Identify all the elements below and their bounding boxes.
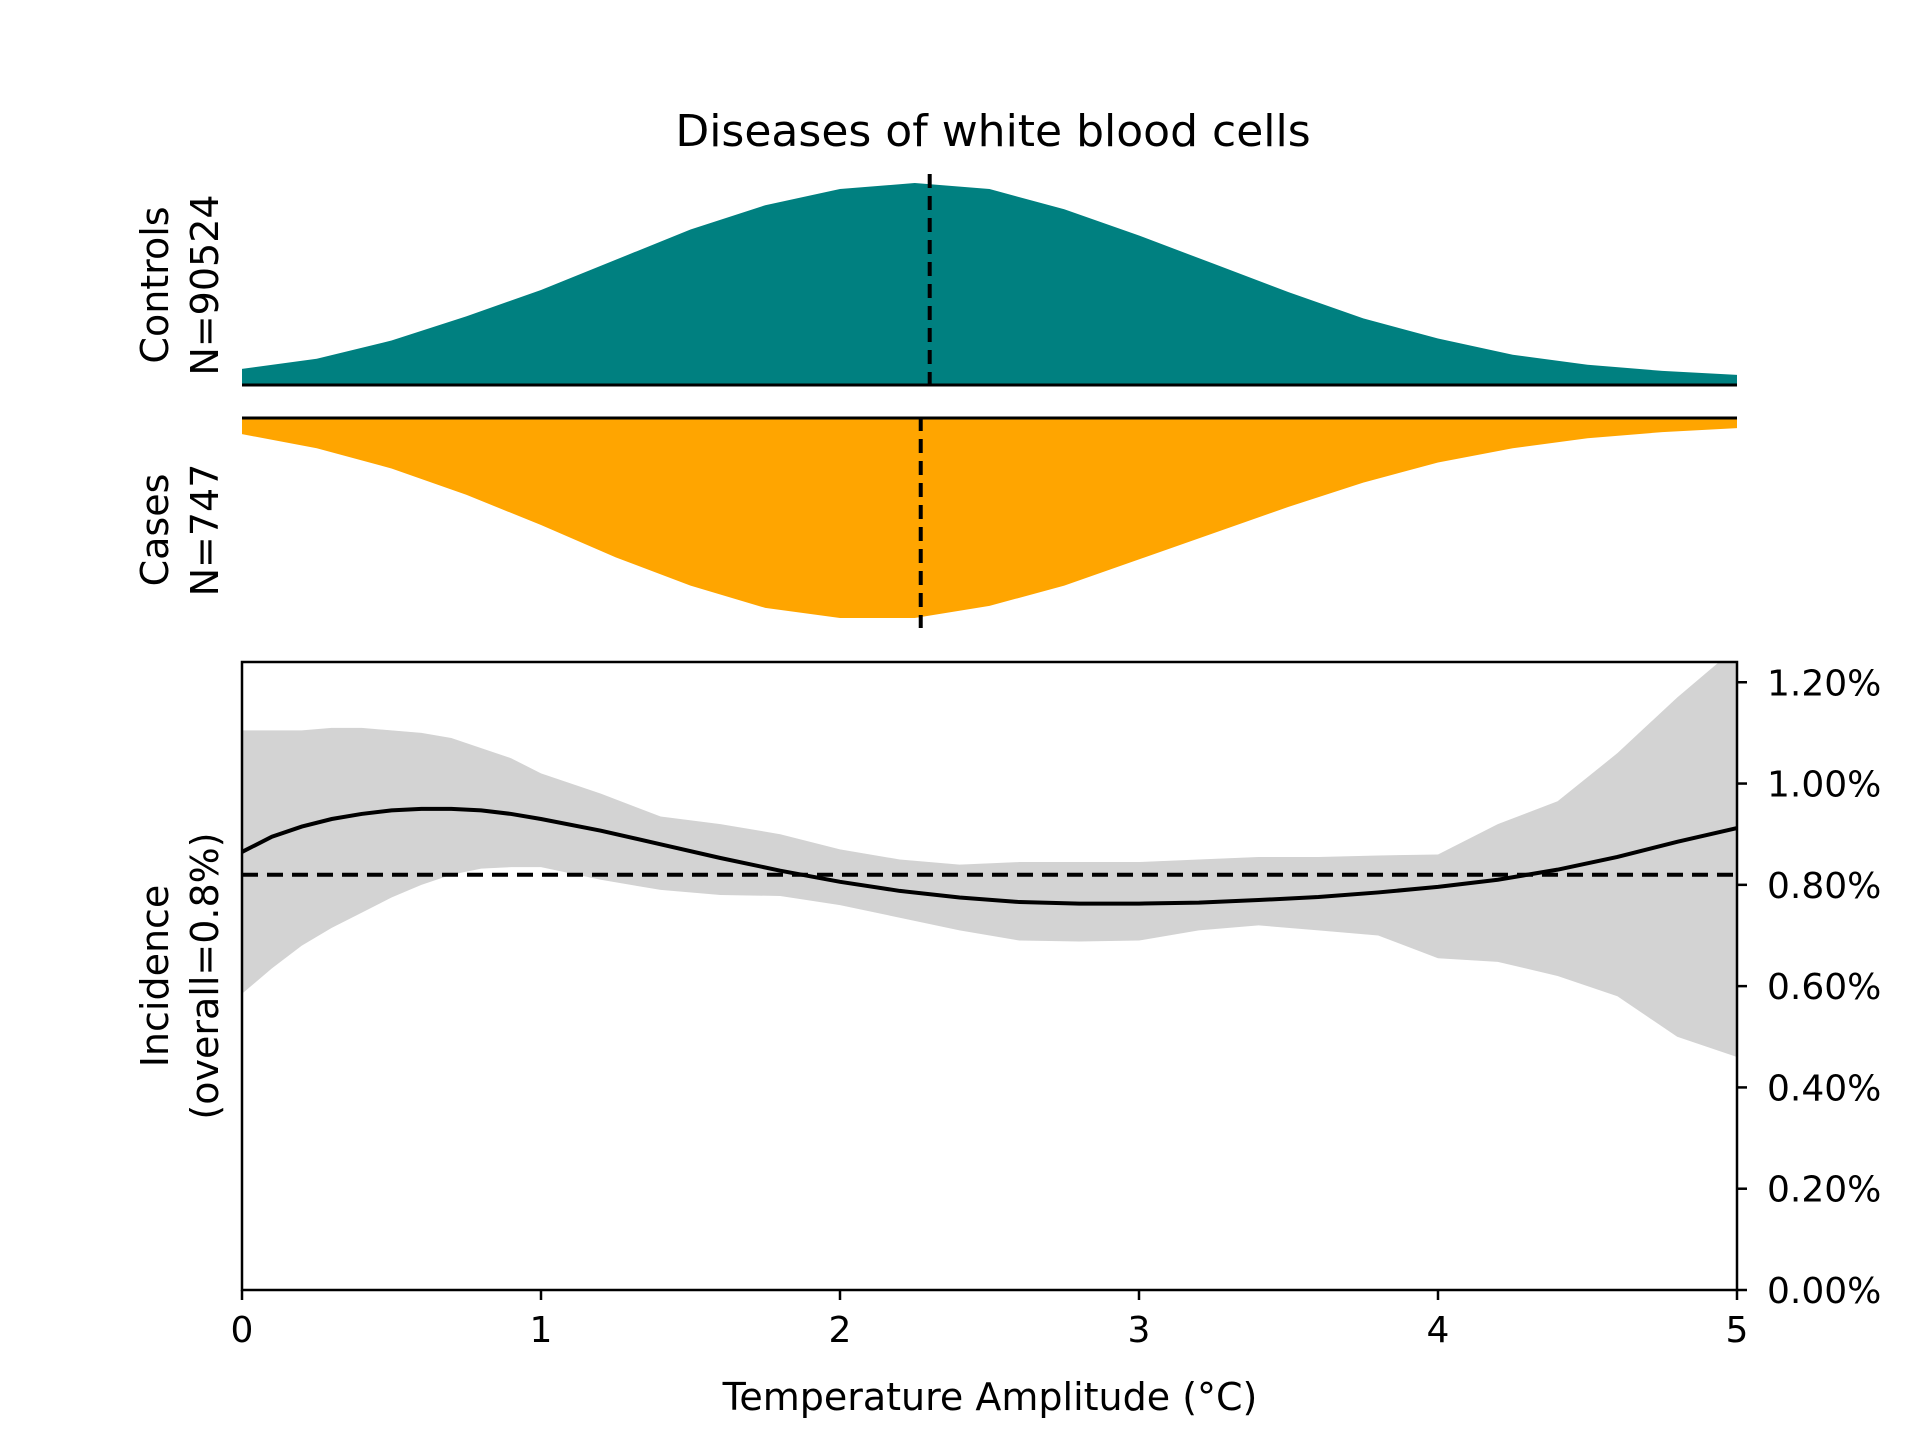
cases-label: Cases bbox=[133, 474, 177, 587]
incidence-panel: 0 1 2 3 4 5 0.00% 0.20% 0.40% 0.60% 0.80% 1.00% 1.2… bbox=[133, 660, 1881, 1419]
y-tick-label: 0.40% bbox=[1767, 1068, 1881, 1109]
y-tick-label: 0.60% bbox=[1767, 967, 1881, 1008]
confidence-band bbox=[242, 662, 1737, 1058]
cases-count-label: N=747 bbox=[183, 464, 227, 597]
incidence-curve bbox=[242, 806, 1737, 906]
controls-count-label: N=90524 bbox=[183, 194, 227, 375]
y-tick-label: 0.80% bbox=[1767, 866, 1881, 907]
y-axis-right: 0.00% 0.20% 0.40% 0.60% 0.80% 1.00% 1.20% bbox=[1737, 663, 1881, 1312]
cases-density-area bbox=[242, 418, 1737, 618]
controls-density-area bbox=[242, 183, 1737, 385]
controls-label: Controls bbox=[133, 206, 177, 363]
x-tick-label: 4 bbox=[1427, 1310, 1450, 1351]
cases-density-panel: Cases N=747 bbox=[133, 416, 1737, 628]
chart-title: Diseases of white blood cells bbox=[675, 106, 1310, 157]
x-tick-label: 1 bbox=[530, 1310, 553, 1351]
y-tick-label: 1.20% bbox=[1767, 663, 1881, 704]
plot-frame bbox=[240, 660, 1739, 1292]
x-axis-label: Temperature Amplitude (°C) bbox=[722, 1375, 1258, 1419]
x-tick-label: 5 bbox=[1726, 1310, 1749, 1351]
controls-density-panel: Controls N=90524 bbox=[133, 174, 1737, 387]
y-tick-label: 0.20% bbox=[1767, 1170, 1881, 1211]
y-axis-label-overall: (overall=0.8%) bbox=[183, 832, 227, 1119]
y-axis-label: Incidence bbox=[133, 885, 177, 1068]
y-tick-label: 1.00% bbox=[1767, 765, 1881, 806]
x-tick-label: 0 bbox=[231, 1310, 254, 1351]
y-tick-label: 0.00% bbox=[1767, 1271, 1881, 1312]
x-tick-label: 2 bbox=[829, 1310, 852, 1351]
x-axis: 0 1 2 3 4 5 bbox=[231, 1290, 1749, 1351]
x-tick-label: 3 bbox=[1128, 1310, 1151, 1351]
